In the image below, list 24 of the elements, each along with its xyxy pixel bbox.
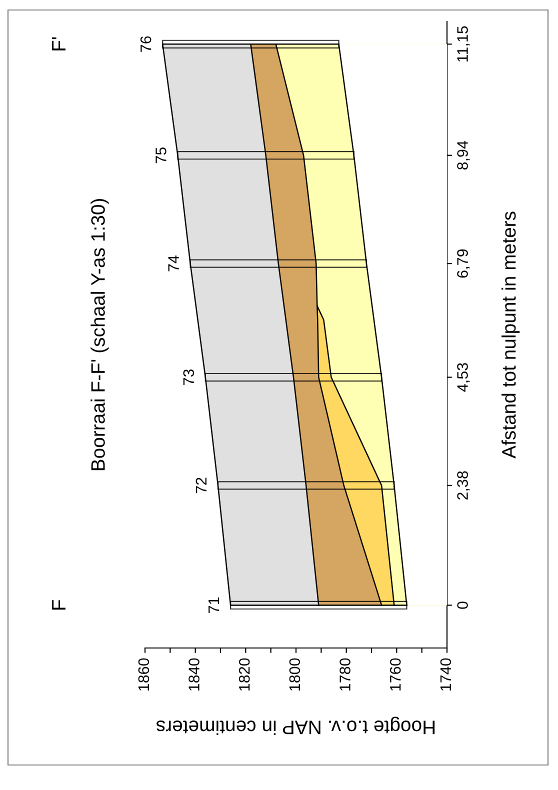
y-tick-label: 11,15 [457, 26, 470, 62]
x-tick-label: 1820 [238, 658, 250, 691]
annotation: 75 [156, 148, 166, 164]
annotation: 73 [183, 369, 194, 385]
y-tick-label: 6,79 [457, 249, 470, 278]
annotation: 76 [140, 36, 152, 52]
y-tick-label: 2,38 [457, 471, 470, 500]
y-axis-title: Afstand tot nulpunt in meters [502, 212, 520, 458]
annotation: 74 [168, 255, 179, 272]
text: F [52, 600, 66, 610]
x-tick-label: 1740 [440, 658, 452, 691]
text: Boorraai F-F' (schaal Y-as 1:30) [90, 198, 109, 470]
annotation: 71 [208, 597, 220, 613]
x-tick-label: 1840 [188, 658, 200, 691]
x-tick-label: 1780 [340, 658, 350, 691]
text: F' [52, 37, 66, 50]
x-axis-title: Hoogte t.o.v. NAP in centimeters [156, 716, 435, 735]
y-tick-label: 4,53 [457, 363, 470, 392]
x-tick-label: 1860 [138, 658, 150, 691]
y-tick-label: 8,94 [457, 140, 470, 170]
annotation: 72 [196, 478, 206, 494]
x-tick-label: 1800 [289, 658, 300, 691]
y-tick-label: 0 [457, 602, 468, 609]
x-tick-label: 1760 [390, 658, 401, 691]
